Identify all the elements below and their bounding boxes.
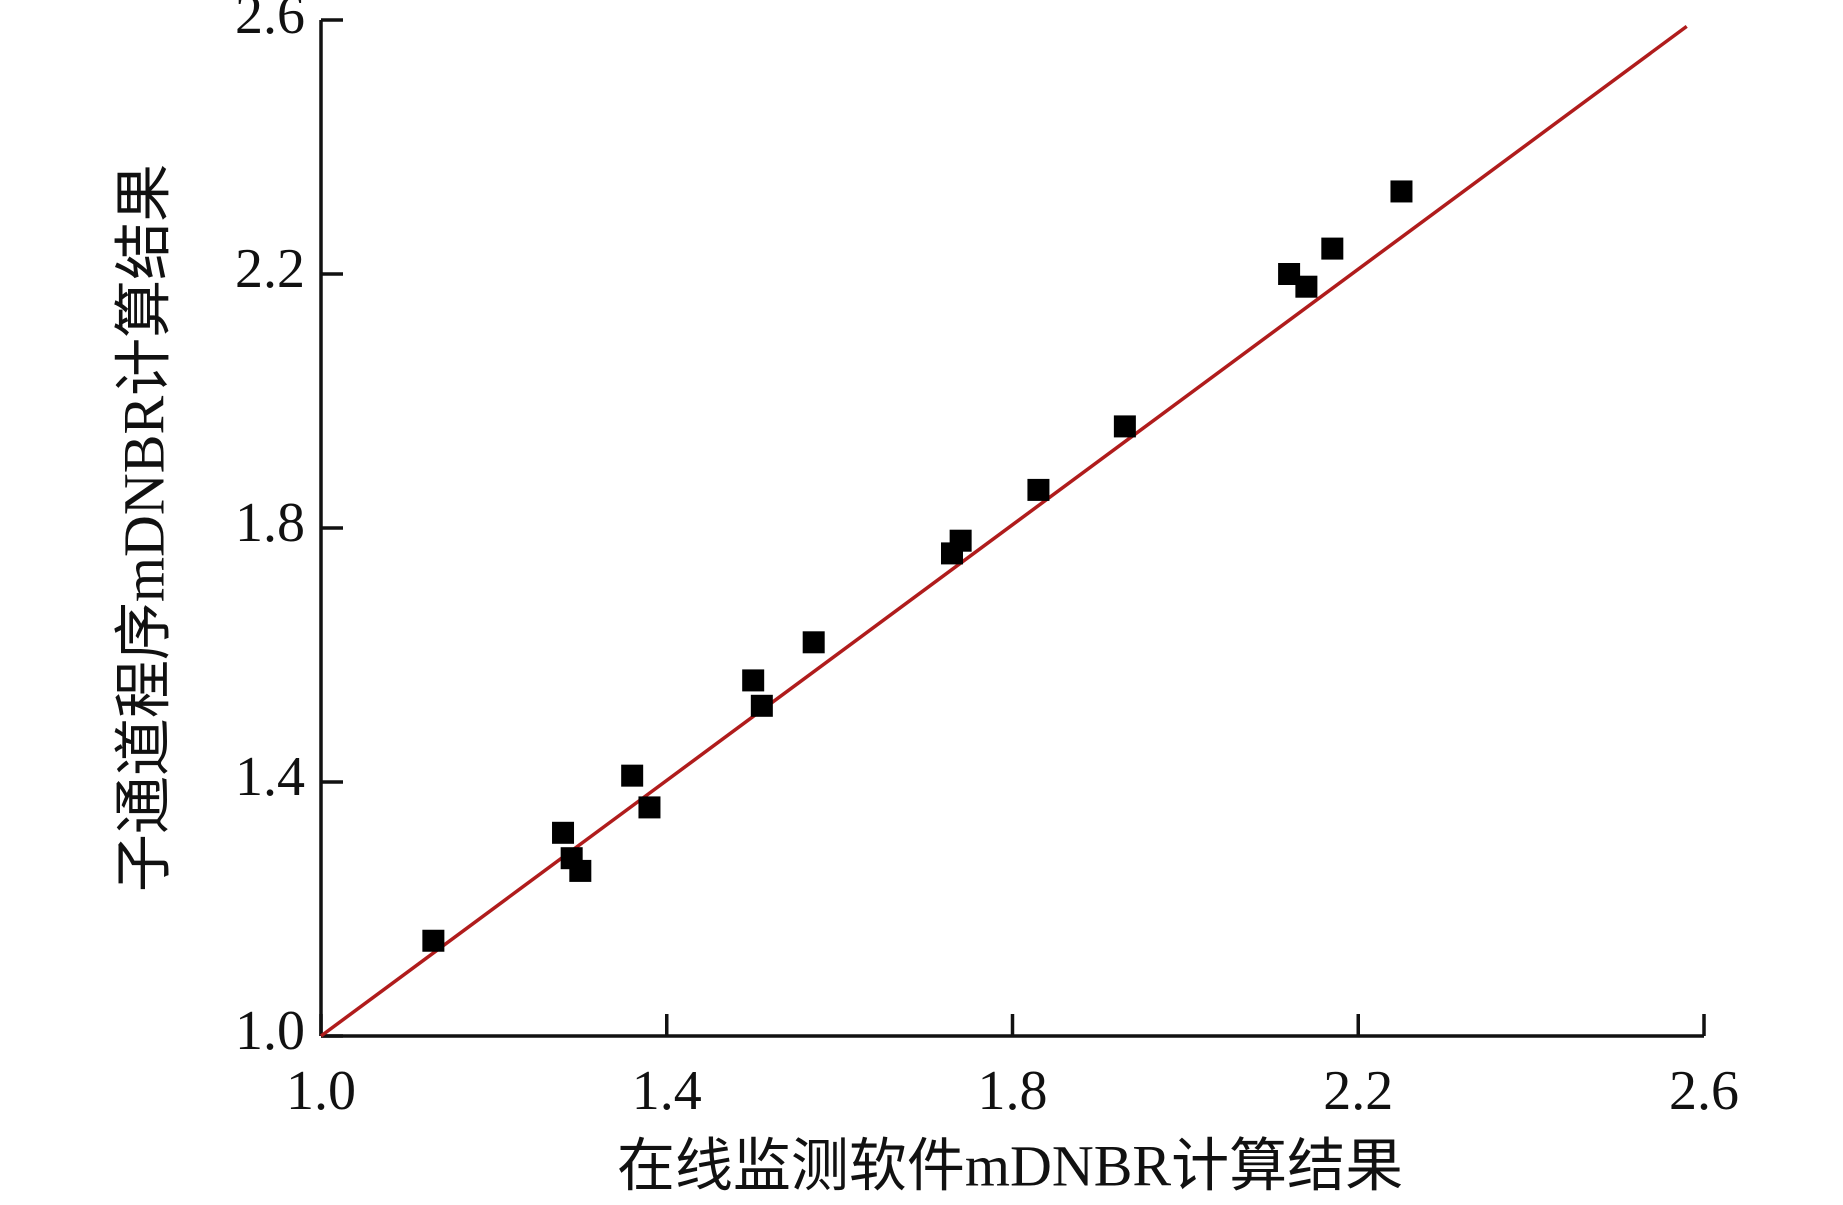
x-axis-title: 在线监测软件mDNBR计算结果: [617, 1133, 1403, 1198]
point: [1027, 478, 1050, 501]
point: [802, 631, 825, 654]
x-tick-label: 1.8: [978, 1060, 1048, 1122]
point: [742, 669, 765, 692]
reference-line: [319, 24, 1688, 1038]
point: [638, 796, 661, 819]
point: [1278, 263, 1301, 285]
point: [569, 859, 592, 882]
x-tick-label: 1.4: [632, 1060, 702, 1122]
point: [1390, 180, 1413, 203]
point: [949, 529, 972, 552]
point: [621, 764, 644, 787]
y-axis-title: 子通道程序mDNBR计算结果: [111, 164, 176, 892]
point: [1113, 415, 1136, 438]
point: [750, 694, 773, 717]
point: [1321, 237, 1344, 260]
point: [1295, 275, 1318, 298]
y-tick-label: 1.4: [235, 746, 305, 808]
x-tick-label: 1.0: [286, 1060, 356, 1122]
y-tick-label: 1.0: [235, 1000, 305, 1062]
y-tick-label: 2.2: [235, 238, 305, 300]
y-tick-label: 1.8: [235, 492, 305, 554]
x-tick-label: 2.6: [1669, 1060, 1739, 1122]
point: [552, 821, 575, 844]
x-tick-label: 2.2: [1323, 1060, 1393, 1122]
y-tick-label: 2.6: [235, 0, 305, 46]
point: [422, 929, 445, 952]
